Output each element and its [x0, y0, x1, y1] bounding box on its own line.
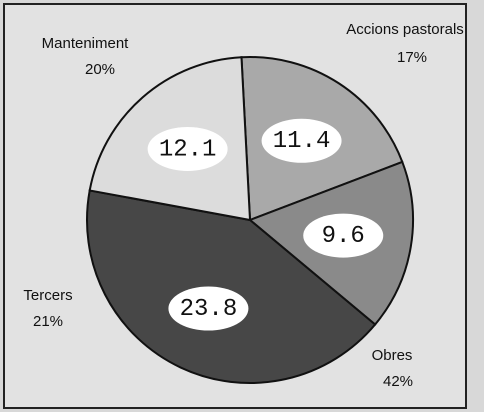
category-label: Manteniment	[42, 35, 130, 52]
percent-label: 42%	[383, 373, 413, 390]
category-label: Tercers	[23, 287, 72, 304]
value-label: 23.8	[180, 296, 238, 323]
label-blob	[303, 213, 384, 258]
percent-label: 20%	[85, 61, 115, 78]
value-label: 12.1	[159, 136, 217, 163]
label-blob	[168, 286, 249, 331]
value-label: 9.6	[322, 223, 365, 250]
percent-label: 21%	[33, 313, 63, 330]
category-label: Accions pastorals	[346, 21, 464, 38]
label-blob	[147, 126, 228, 171]
label-blob	[261, 118, 342, 163]
percent-label: 17%	[397, 49, 427, 66]
value-label: 11.4	[273, 128, 331, 155]
category-label: Obres	[372, 347, 413, 364]
pie-slice	[86, 189, 377, 384]
